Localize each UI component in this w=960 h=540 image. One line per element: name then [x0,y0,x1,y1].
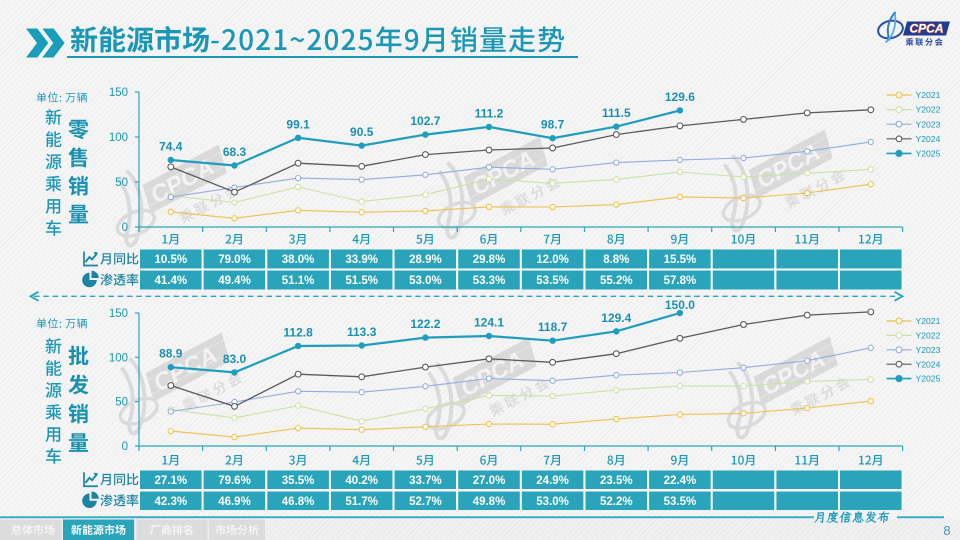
svg-text:129.4: 129.4 [601,311,631,325]
svg-text:Y2021: Y2021 [916,316,941,326]
svg-text:49.4%: 49.4% [218,275,251,287]
svg-text:CPCA: CPCA [757,345,830,401]
svg-text:27.0%: 27.0% [473,475,506,487]
svg-text:0: 0 [122,222,128,234]
svg-text:50: 50 [115,397,128,409]
svg-text:79.6%: 79.6% [218,475,251,487]
svg-text:Y2021: Y2021 [916,90,941,100]
svg-text:52.7%: 52.7% [409,496,442,508]
svg-text:CPCA: CPCA [752,138,825,194]
svg-text:88.9: 88.9 [159,347,183,361]
svg-text:100: 100 [109,352,128,364]
svg-text:46.8%: 46.8% [282,496,315,508]
svg-text:129.6: 129.6 [665,90,695,104]
svg-text:35.5%: 35.5% [282,475,315,487]
svg-text:49.8%: 49.8% [473,496,506,508]
svg-text:Y2025: Y2025 [916,149,941,159]
svg-text:51.5%: 51.5% [345,275,378,287]
svg-text:40.2%: 40.2% [345,475,378,487]
svg-text:90.5: 90.5 [350,125,374,139]
svg-text:12.0%: 12.0% [536,254,569,266]
svg-text:8.8%: 8.8% [603,254,629,266]
svg-text:124.1: 124.1 [474,316,504,330]
svg-text:Y2024: Y2024 [916,359,941,369]
svg-text:Y2022: Y2022 [916,331,941,341]
svg-text:53.0%: 53.0% [409,275,442,287]
svg-text:98.7: 98.7 [541,118,565,132]
svg-text:29.8%: 29.8% [473,254,506,266]
svg-text:53.0%: 53.0% [536,496,569,508]
svg-text:23.5%: 23.5% [600,475,633,487]
svg-text:CPCA: CPCA [467,145,540,201]
svg-text:28.9%: 28.9% [409,254,442,266]
svg-text:79.0%: 79.0% [218,254,251,266]
svg-text:111.5: 111.5 [602,106,631,120]
svg-text:57.8%: 57.8% [664,275,697,287]
svg-text:CPCA: CPCA [456,346,529,402]
svg-text:100: 100 [109,132,128,144]
svg-text:53.5%: 53.5% [664,496,697,508]
svg-text:113.3: 113.3 [347,325,377,339]
svg-text:8: 8 [943,523,950,538]
svg-text:27.1%: 27.1% [154,475,187,487]
svg-text:10.5%: 10.5% [154,254,187,266]
svg-text:38.0%: 38.0% [282,254,315,266]
svg-text:99.1: 99.1 [286,117,310,131]
svg-text:Y2025: Y2025 [916,374,941,384]
svg-text:Y2023: Y2023 [916,119,941,129]
svg-text:83.0: 83.0 [223,352,247,366]
svg-text:24.9%: 24.9% [536,475,569,487]
svg-text:33.7%: 33.7% [409,475,442,487]
svg-text:41.4%: 41.4% [154,275,187,287]
svg-text:15.5%: 15.5% [664,254,697,266]
svg-text:112.8: 112.8 [283,326,313,340]
svg-text:150: 150 [109,308,128,320]
svg-text:Y2024: Y2024 [916,134,941,144]
svg-text:150.0: 150.0 [665,298,695,312]
svg-text:53.3%: 53.3% [473,275,506,287]
svg-text:55.2%: 55.2% [600,275,633,287]
svg-text:46.9%: 46.9% [218,496,251,508]
svg-text:52.2%: 52.2% [600,496,633,508]
svg-text:118.7: 118.7 [538,320,568,334]
svg-text:53.5%: 53.5% [536,275,569,287]
svg-text:22.4%: 22.4% [664,475,697,487]
svg-text:68.3: 68.3 [223,145,247,159]
svg-text:122.2: 122.2 [410,317,440,331]
svg-text:Y2023: Y2023 [916,345,941,355]
svg-text:150: 150 [109,87,128,99]
svg-text:51.7%: 51.7% [345,496,378,508]
svg-text:33.9%: 33.9% [345,254,378,266]
svg-text:111.2: 111.2 [475,106,504,120]
svg-text:Y2022: Y2022 [916,105,941,115]
svg-text:102.7: 102.7 [410,114,440,128]
svg-text:0: 0 [122,441,128,453]
svg-text:74.4: 74.4 [159,140,183,154]
svg-text:CPCA: CPCA [910,22,944,36]
svg-text:50: 50 [115,177,128,189]
svg-text:42.3%: 42.3% [154,496,187,508]
svg-text:51.1%: 51.1% [282,275,315,287]
